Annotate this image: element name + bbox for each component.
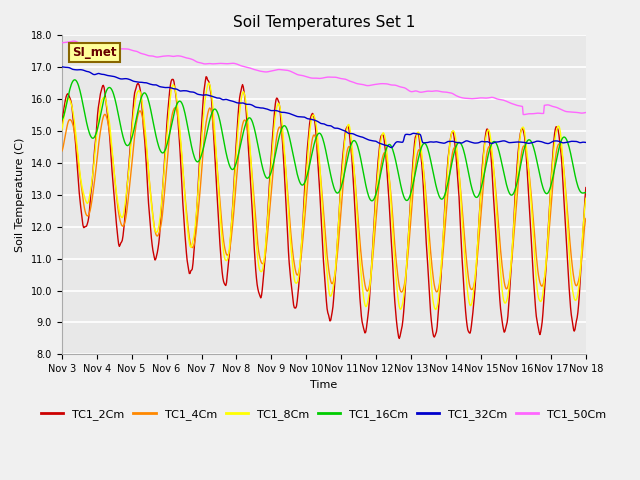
Text: SI_met: SI_met bbox=[72, 46, 116, 59]
X-axis label: Time: Time bbox=[310, 380, 337, 390]
Y-axis label: Soil Temperature (C): Soil Temperature (C) bbox=[15, 138, 25, 252]
Legend: TC1_2Cm, TC1_4Cm, TC1_8Cm, TC1_16Cm, TC1_32Cm, TC1_50Cm: TC1_2Cm, TC1_4Cm, TC1_8Cm, TC1_16Cm, TC1… bbox=[36, 405, 611, 424]
Title: Soil Temperatures Set 1: Soil Temperatures Set 1 bbox=[232, 15, 415, 30]
